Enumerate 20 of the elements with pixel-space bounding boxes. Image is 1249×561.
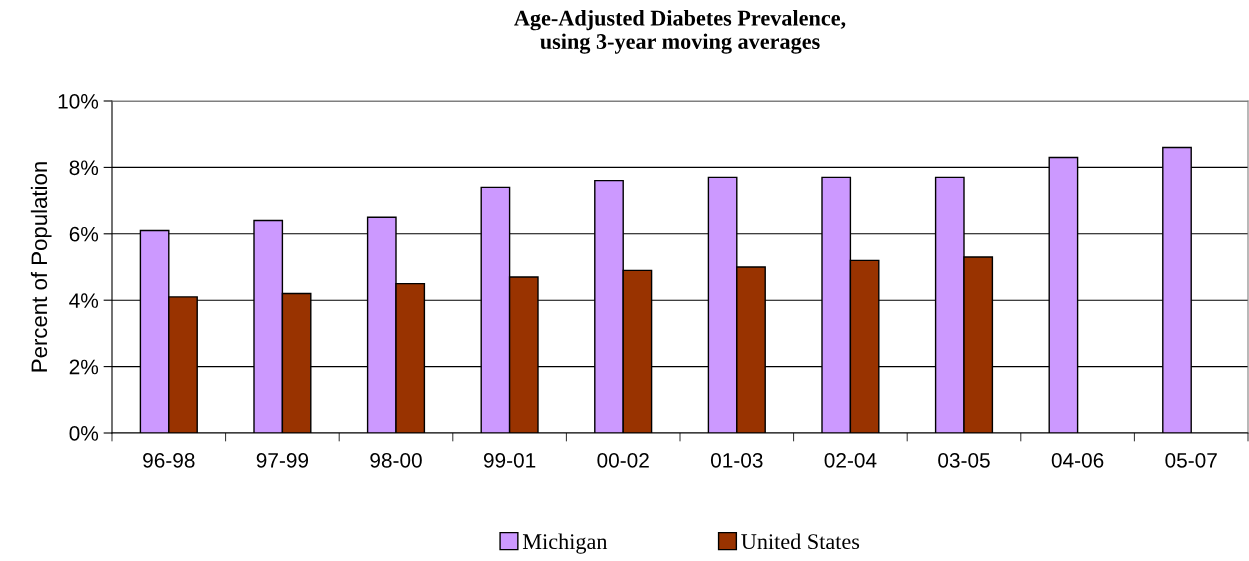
chart-title: Age-Adjusted Diabetes Prevalence, using 3-year moving averages (514, 10, 846, 54)
x-tick-label: 97-99 (256, 452, 309, 468)
y-tick-label: 6% (69, 226, 99, 242)
x-tick-label: 02-04 (824, 452, 877, 468)
x-tick-label: 96-98 (143, 452, 195, 468)
x-tick-label: 01-03 (710, 452, 763, 468)
y-tick-label: 2% (69, 359, 99, 375)
y-axis-title: Percent of Population (30, 162, 52, 372)
x-tick-label: 00-02 (597, 452, 649, 468)
y-tick-label: 4% (69, 293, 99, 308)
y-tick-label: 8% (69, 160, 99, 176)
legend-label: Michigan (522, 533, 608, 554)
x-tick-label: 99-01 (483, 452, 536, 468)
legend-label: United States (741, 533, 860, 550)
y-tick-label: 10% (58, 94, 99, 109)
y-tick-label: 0% (69, 426, 99, 441)
x-tick-label: 04-06 (1051, 452, 1104, 468)
x-tick-label: 03-05 (938, 452, 990, 468)
x-tick-label: 05-07 (1165, 452, 1217, 468)
x-tick-label: 98-00 (370, 452, 422, 468)
